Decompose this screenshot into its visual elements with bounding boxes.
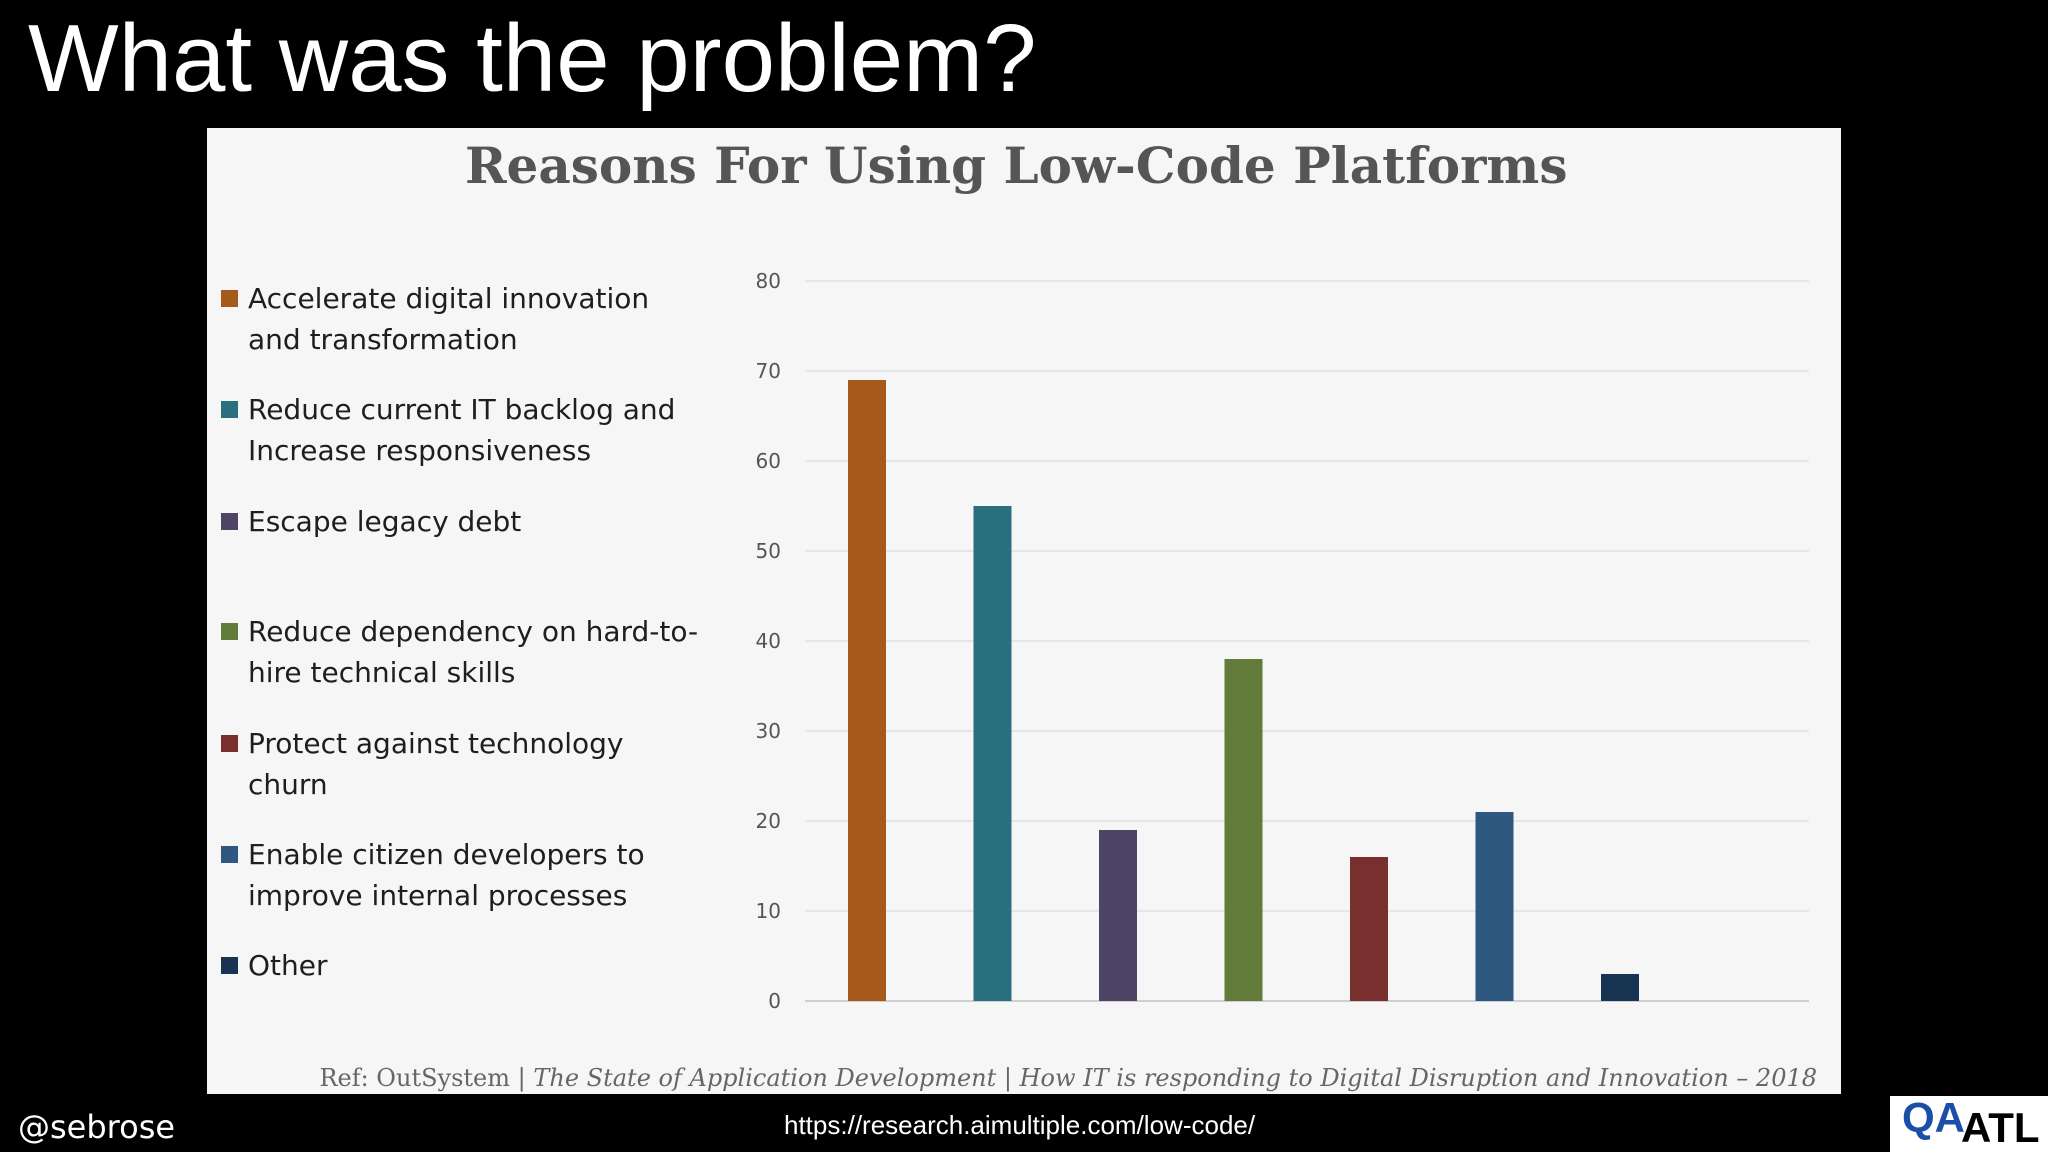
source-url[interactable]: https://research.aimultiple.com/low-code…: [784, 1110, 1256, 1140]
legend-item: Enable citizen developers to improve int…: [221, 834, 721, 916]
legend-label: Protect against technology churn: [248, 727, 624, 801]
legend-label: Accelerate digital innovation and transf…: [248, 282, 650, 356]
chart-title-text: Reasons For Using Low-Code Platforms: [465, 136, 1568, 195]
y-tick-label: 10: [756, 899, 781, 923]
y-tick-label: 30: [756, 719, 781, 743]
legend-item: Accelerate digital innovation and transf…: [221, 278, 721, 360]
legend-label: Reduce dependency on hard-to-hire techni…: [248, 615, 699, 689]
qaatl-logo: QAATL: [1890, 1094, 2048, 1152]
legend-label: Enable citizen developers to improve int…: [248, 838, 645, 912]
y-tick-label: 70: [756, 359, 781, 383]
bar-1: [848, 380, 886, 1001]
legend-swatch: [221, 623, 238, 640]
reference-note: Ref: OutSystem | The State of Applicatio…: [207, 1064, 1817, 1092]
legend-swatch: [221, 513, 238, 530]
bar-5: [1350, 857, 1388, 1001]
reference-prefix: Ref: OutSystem |: [319, 1064, 534, 1092]
slide-title: What was the problem?: [28, 5, 1037, 112]
legend-item: Reduce dependency on hard-to-hire techni…: [221, 611, 721, 693]
legend-label: Reduce current IT backlog and Increase r…: [248, 393, 676, 467]
legend-label: Escape legacy debt: [248, 505, 522, 538]
legend-item: Reduce current IT backlog and Increase r…: [221, 389, 721, 471]
logo-atl: ATL: [1961, 1104, 2040, 1151]
legend-swatch: [221, 290, 238, 307]
logo-qa: QA: [1902, 1094, 1965, 1141]
y-tick-label: 40: [756, 629, 781, 653]
legend-item: Other: [221, 945, 721, 986]
legend-swatch: [221, 401, 238, 418]
chart-panel: Reasons For Using Low-Code Platforms Acc…: [207, 128, 1841, 1094]
legend-item: Escape legacy debt: [221, 501, 721, 542]
bar-chart: 0 10 20 30 40 50 60 70 80: [756, 269, 1809, 1013]
bar-3: [1099, 830, 1137, 1001]
y-tick-label: 20: [756, 809, 781, 833]
bar-4: [1224, 659, 1263, 1001]
y-tick-label: 0: [768, 989, 781, 1013]
y-tick-label: 80: [756, 269, 781, 293]
legend-swatch: [221, 846, 238, 863]
bar-7: [1601, 974, 1639, 1001]
legend-label: Other: [248, 949, 328, 982]
y-tick-label: 50: [756, 539, 781, 563]
chart-title: Reasons For Using Low-Code Platforms: [207, 136, 1841, 195]
bar-2: [973, 506, 1012, 1001]
legend-swatch: [221, 735, 238, 752]
legend-swatch: [221, 957, 238, 974]
y-tick-label: 60: [756, 449, 781, 473]
twitter-handle: @sebrose: [18, 1108, 176, 1146]
reference-publication: The State of Application Development | H…: [533, 1064, 1817, 1092]
bar-6: [1475, 812, 1514, 1001]
legend-item: Protect against technology churn: [221, 723, 721, 805]
